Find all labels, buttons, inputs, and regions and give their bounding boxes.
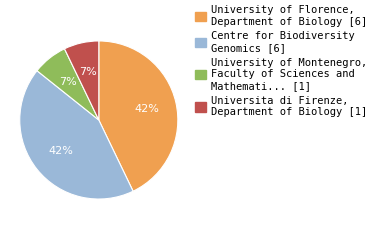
Wedge shape [37,49,99,120]
Text: 7%: 7% [79,67,97,77]
Legend: University of Florence,
Department of Biology [6], Centre for Biodiversity
Genom: University of Florence, Department of Bi… [195,5,367,117]
Text: 42%: 42% [134,104,159,114]
Wedge shape [20,71,133,199]
Wedge shape [99,41,178,191]
Text: 7%: 7% [59,77,77,87]
Wedge shape [65,41,99,120]
Text: 42%: 42% [48,145,73,156]
